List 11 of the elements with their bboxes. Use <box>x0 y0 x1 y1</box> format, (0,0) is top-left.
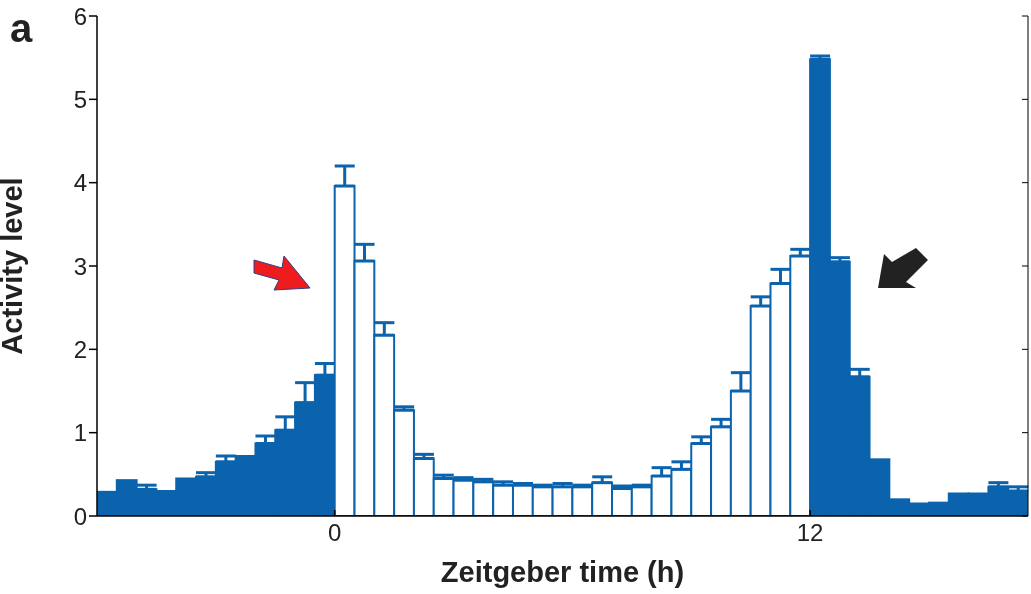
y-tick-label: 0 <box>73 502 87 530</box>
y-axis-title: Activity level <box>0 177 29 355</box>
x-axis-title: Zeitgeber time (h) <box>440 556 685 588</box>
y-tick-label: 4 <box>73 169 87 197</box>
y-tick-label: 3 <box>73 252 87 280</box>
y-tick-label: 2 <box>73 335 87 363</box>
y-tick-label: 5 <box>73 85 87 113</box>
y-tick-label: 1 <box>73 419 87 447</box>
x-tick-label: 12 <box>796 519 824 547</box>
y-tick-label: 6 <box>73 2 87 30</box>
chart-title: a <box>10 6 33 51</box>
